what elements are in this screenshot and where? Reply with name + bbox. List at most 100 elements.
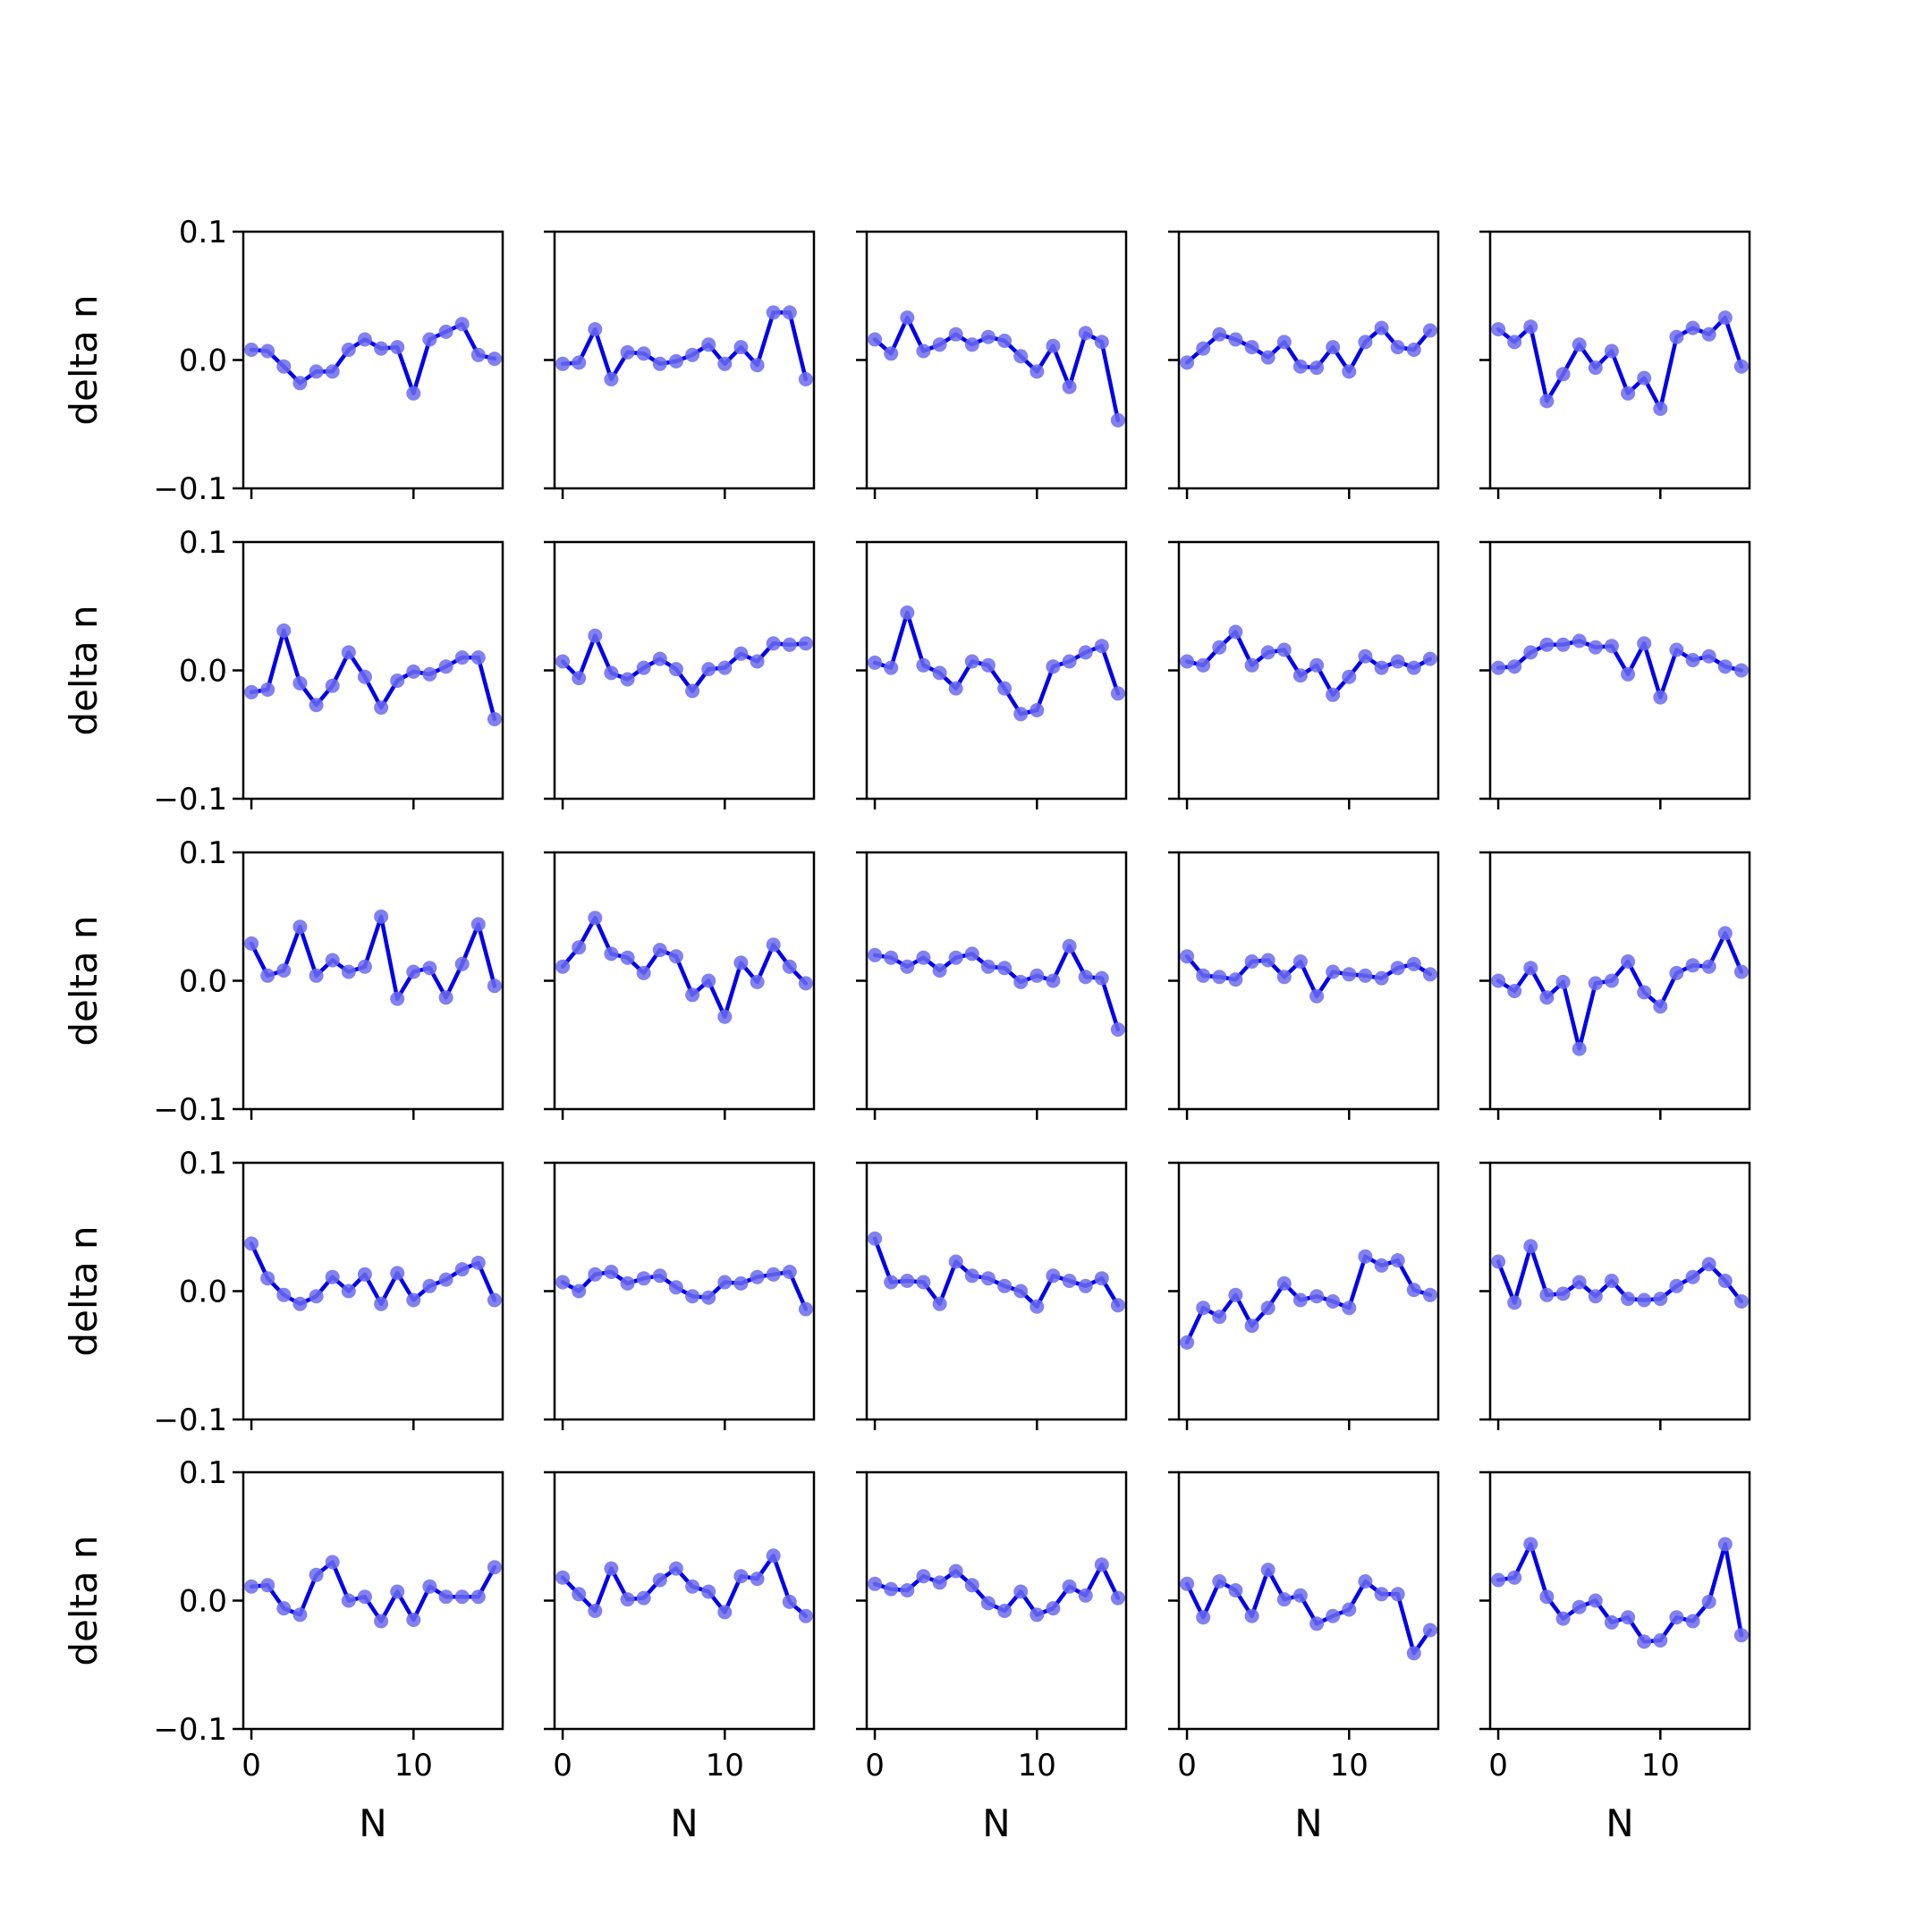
subplot-2-1: −0.1 0.0 0.1 delta n bbox=[62, 525, 504, 818]
data-point bbox=[1717, 1537, 1733, 1552]
data-point bbox=[390, 1266, 405, 1281]
data-point bbox=[1342, 967, 1357, 982]
data-point bbox=[701, 662, 716, 677]
series-line bbox=[249, 628, 497, 722]
x-tick-label: 10 bbox=[1330, 1748, 1368, 1784]
data-point bbox=[260, 1271, 275, 1286]
data-point bbox=[604, 372, 619, 386]
data-point bbox=[325, 678, 340, 693]
data-point bbox=[1046, 1601, 1061, 1616]
data-point bbox=[1212, 326, 1227, 342]
data-point bbox=[1604, 639, 1619, 654]
data-point bbox=[1326, 1294, 1341, 1309]
data-point bbox=[292, 376, 308, 391]
data-point bbox=[1094, 970, 1109, 986]
data-point bbox=[1309, 360, 1325, 376]
data-point bbox=[588, 911, 603, 926]
data-point bbox=[1196, 1301, 1211, 1316]
data-point bbox=[1491, 660, 1506, 675]
data-point bbox=[668, 1561, 683, 1576]
data-point bbox=[422, 666, 437, 682]
data-point bbox=[868, 1576, 883, 1591]
subplot-2-2 bbox=[544, 540, 816, 809]
series-line bbox=[560, 1554, 809, 1618]
data-point bbox=[798, 636, 813, 651]
data-point bbox=[668, 949, 683, 964]
data-point bbox=[1046, 973, 1061, 988]
y-tick-label: 0.1 bbox=[179, 1455, 227, 1491]
data-point bbox=[636, 1271, 651, 1286]
data-point bbox=[652, 356, 667, 371]
data-point bbox=[572, 1284, 587, 1299]
data-point bbox=[1422, 967, 1437, 982]
data-point bbox=[1244, 340, 1259, 355]
data-point bbox=[357, 959, 372, 974]
data-point bbox=[1507, 659, 1522, 674]
data-point bbox=[916, 950, 931, 965]
data-point bbox=[1062, 654, 1077, 669]
series-line bbox=[1184, 326, 1433, 374]
y-axis-label: delta n bbox=[62, 1225, 106, 1356]
series-line bbox=[1496, 1542, 1744, 1644]
data-point bbox=[1180, 1576, 1195, 1591]
axes-frame bbox=[1488, 540, 1751, 801]
data-point bbox=[636, 660, 651, 675]
y-axis-label: delta n bbox=[62, 915, 106, 1046]
data-point bbox=[1374, 320, 1389, 335]
subplot-5-5: 0 10N bbox=[1479, 1470, 1751, 1845]
x-axis-label: N bbox=[670, 1801, 698, 1845]
data-point bbox=[572, 355, 587, 370]
data-point bbox=[390, 1584, 405, 1599]
data-point bbox=[1637, 1634, 1652, 1649]
data-point bbox=[1110, 1590, 1125, 1606]
data-point bbox=[1717, 659, 1733, 674]
data-point bbox=[244, 936, 259, 951]
data-point bbox=[668, 1280, 683, 1295]
data-point bbox=[1653, 1292, 1668, 1307]
data-point bbox=[798, 1301, 813, 1317]
series-line bbox=[872, 1563, 1121, 1617]
data-point bbox=[1701, 1257, 1716, 1272]
x-axis-label: N bbox=[982, 1801, 1010, 1845]
subplot-5-2: 0 10N bbox=[544, 1470, 816, 1845]
data-point bbox=[325, 1269, 340, 1284]
data-point bbox=[1637, 985, 1652, 1000]
subplot-1-4 bbox=[1168, 230, 1440, 499]
x-tick-label: 0 bbox=[1488, 1748, 1508, 1784]
data-point bbox=[932, 665, 947, 681]
data-point bbox=[555, 1275, 571, 1290]
x-tick-label: 10 bbox=[394, 1748, 433, 1784]
data-point bbox=[260, 343, 275, 359]
data-point bbox=[685, 1579, 700, 1594]
axes-frame bbox=[1488, 230, 1751, 490]
data-point bbox=[1588, 1289, 1603, 1304]
x-tick-label: 0 bbox=[865, 1748, 885, 1784]
data-point bbox=[782, 637, 797, 652]
x-axis-label: N bbox=[1294, 1801, 1322, 1845]
data-point bbox=[980, 1271, 996, 1286]
data-point bbox=[1523, 1537, 1538, 1552]
data-point bbox=[900, 959, 915, 974]
data-point bbox=[1491, 973, 1506, 988]
y-axis-label: delta n bbox=[62, 294, 106, 425]
y-tick-label: 0.0 bbox=[179, 1275, 227, 1310]
data-point bbox=[733, 1569, 749, 1584]
data-point bbox=[309, 698, 324, 713]
data-point bbox=[1422, 1623, 1437, 1638]
series-line bbox=[1496, 931, 1744, 1051]
data-point bbox=[1309, 657, 1325, 673]
data-point bbox=[1422, 323, 1437, 338]
series-line bbox=[1496, 315, 1744, 411]
data-point bbox=[406, 1292, 421, 1308]
data-point bbox=[1621, 1610, 1636, 1625]
subplot-4-5 bbox=[1479, 1161, 1751, 1430]
data-point bbox=[1422, 651, 1437, 666]
data-point bbox=[390, 340, 405, 355]
data-point bbox=[884, 1581, 899, 1597]
data-point bbox=[1733, 1294, 1749, 1309]
data-point bbox=[652, 1268, 667, 1284]
data-point bbox=[884, 346, 899, 361]
data-point bbox=[438, 1589, 453, 1605]
data-point bbox=[1637, 370, 1652, 386]
